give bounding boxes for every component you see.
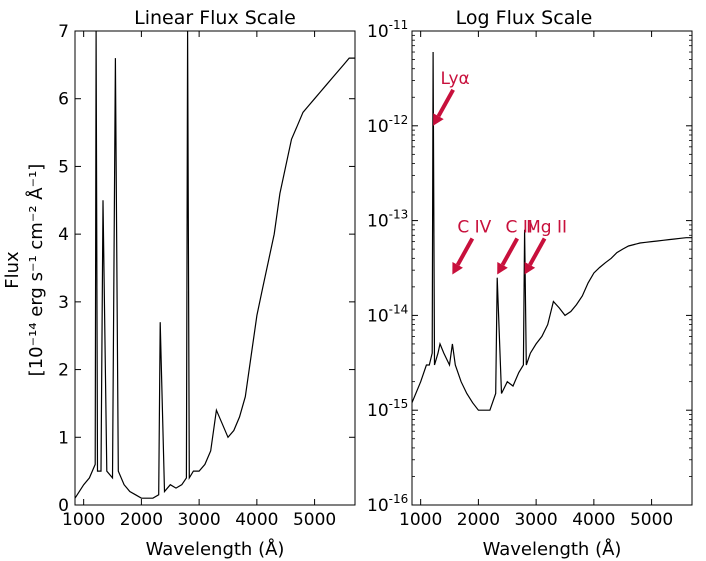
y-tick-label: 6: [58, 90, 69, 110]
annotation-label: Lyα: [441, 69, 470, 89]
y-tick-label: 10-13: [367, 208, 408, 232]
y-tick-label: 10-15: [367, 397, 408, 421]
linear-panel-title: Linear Flux Scale: [134, 7, 296, 29]
x-tick-label: 3000: [177, 510, 220, 530]
x-tick-label: 1000: [399, 510, 442, 530]
annotation-label: C II: [506, 218, 533, 238]
x-tick-label: 2000: [120, 510, 163, 530]
log-panel-x-axis-label: Wavelength (Å): [483, 538, 622, 560]
y-tick-label: 3: [58, 293, 69, 313]
annotation-arrow: [528, 237, 547, 266]
annotation-arrowhead: [452, 261, 463, 275]
annotation-arrowhead: [497, 261, 508, 275]
y-tick-label: 1: [58, 428, 69, 448]
plot-frame: [74, 30, 356, 506]
log-plot-area: 1000 2000 3000 4000 5000 10-16 10-15 10-14 10-13…: [367, 18, 693, 530]
y-tick-label: 0: [58, 496, 69, 516]
linear-panel-x-axis-label: Wavelength (Å): [146, 538, 285, 560]
annotation-label: C IV: [457, 218, 491, 238]
plot-frame: [411, 30, 693, 506]
x-tick-label: 1000: [62, 510, 105, 530]
series-line-spectrum: [412, 51, 692, 411]
y-tick-label: 2: [58, 361, 69, 381]
y-tick-label: 10-16: [367, 492, 408, 516]
annotation-arrow: [455, 237, 475, 266]
log-panel-title: Log Flux Scale: [456, 7, 593, 29]
x-tick-label: 5000: [293, 510, 336, 530]
y-axis-label-flux: Flux: [2, 251, 23, 289]
y-tick-label: 4: [58, 225, 69, 245]
y-axis-label-units: [10⁻¹⁴ erg s⁻¹ cm⁻² Å⁻¹]: [25, 164, 47, 377]
y-tick-label: 10-14: [367, 302, 408, 326]
x-tick-label: 4000: [235, 510, 278, 530]
annotation-arrow: [436, 88, 455, 118]
log-flux-panel: Log Flux Scale Wavelength (Å) 1000 2000 30…: [367, 7, 693, 560]
annotation-arrowhead: [433, 113, 444, 126]
annotation-arrow: [500, 237, 519, 266]
x-tick-label: 3000: [514, 510, 557, 530]
y-tick-label: 10-11: [367, 18, 408, 42]
y-tick-label: 7: [58, 22, 69, 42]
y-tick-label: 5: [58, 157, 69, 177]
linear-plot-area: 1000 2000 3000 4000 5000 0 1 2 3 4 5 6 7: [58, 22, 356, 530]
annotation-arrowhead: [524, 261, 536, 275]
series-line-spectrum: [75, 31, 355, 499]
x-tick-label: 4000: [572, 510, 615, 530]
x-tick-label: 5000: [630, 510, 673, 530]
annotation-label: Mg II: [526, 218, 567, 238]
y-tick-label: 10-12: [367, 113, 408, 137]
x-tick-label: 2000: [457, 510, 500, 530]
linear-flux-panel: Linear Flux Scale Wavelength (Å) 1000 200…: [58, 7, 356, 560]
